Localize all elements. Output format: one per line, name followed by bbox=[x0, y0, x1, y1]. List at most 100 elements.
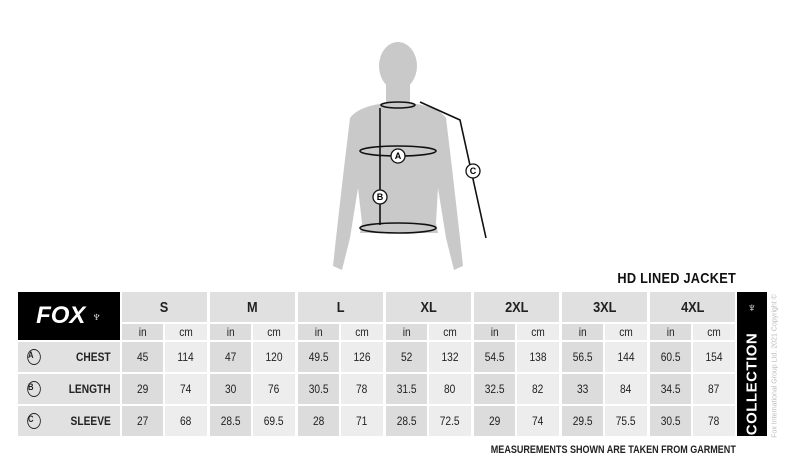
value-cell: 52 bbox=[386, 342, 427, 372]
row-label: A CHEST bbox=[18, 342, 120, 372]
value-cell-text: 126 bbox=[353, 350, 371, 364]
size-header-text: S bbox=[160, 298, 169, 316]
marker-circle: B bbox=[27, 381, 41, 397]
unit-cm-header: cm bbox=[253, 324, 295, 340]
size-header-text: 2XL bbox=[504, 298, 529, 316]
size-header-text: M bbox=[247, 298, 258, 316]
value-cell: 28 bbox=[298, 406, 339, 436]
value-cell-text: 60.5 bbox=[660, 350, 681, 364]
value-cell-text: 52 bbox=[400, 350, 413, 364]
unit-cm-header-text: cm bbox=[619, 325, 633, 339]
brand-text: FOX bbox=[36, 302, 86, 329]
unit-in-header-text: in bbox=[226, 325, 235, 339]
value-cell-text: 87 bbox=[708, 382, 720, 396]
row-label: B LENGTH bbox=[18, 374, 120, 404]
collection-label: COLLECTION bbox=[743, 332, 761, 436]
value-cell-text: 32.5 bbox=[484, 382, 505, 396]
value-cell-text: 29.5 bbox=[572, 414, 593, 428]
value-cell: 29 bbox=[122, 374, 163, 404]
size-header-text: 3XL bbox=[592, 298, 617, 316]
value-cell: 87 bbox=[693, 374, 735, 404]
value-cell: 138 bbox=[517, 342, 559, 372]
value-cell-text: 72.5 bbox=[440, 414, 460, 428]
value-cell-text: 28.5 bbox=[220, 414, 241, 428]
unit-in-header: in bbox=[298, 324, 339, 340]
value-cell: 69.5 bbox=[253, 406, 295, 436]
value-cell-text: 54.5 bbox=[484, 350, 505, 364]
value-cell: 80 bbox=[429, 374, 471, 404]
value-cell-text: 31.5 bbox=[396, 382, 417, 396]
value-cell-text: 33 bbox=[576, 382, 589, 396]
product-title: HD LINED JACKET bbox=[617, 270, 736, 287]
value-cell-text: 132 bbox=[441, 350, 459, 364]
value-cell: 72.5 bbox=[429, 406, 471, 436]
value-cell: 49.5 bbox=[298, 342, 339, 372]
value-cell: 126 bbox=[341, 342, 383, 372]
value-cell-text: 114 bbox=[177, 350, 195, 364]
unit-in-header: in bbox=[210, 324, 251, 340]
marker-circle: C bbox=[27, 413, 41, 429]
unit-cm-header: cm bbox=[605, 324, 647, 340]
value-cell-text: 138 bbox=[529, 350, 547, 364]
size-header-text: XL bbox=[420, 298, 437, 316]
value-cell-text: 29 bbox=[136, 382, 149, 396]
value-cell: 75.5 bbox=[605, 406, 647, 436]
value-cell: 30.5 bbox=[650, 406, 691, 436]
copyright-text: Fox International Group Ltd. 2021 Copyri… bbox=[771, 294, 779, 438]
unit-in-header: in bbox=[650, 324, 691, 340]
unit-in-header: in bbox=[562, 324, 603, 340]
value-cell-text: 28 bbox=[312, 414, 325, 428]
marker-c: C bbox=[470, 166, 477, 176]
unit-cm-header-text: cm bbox=[179, 325, 193, 339]
size-header: 2XL bbox=[474, 292, 559, 322]
value-cell: 45 bbox=[122, 342, 163, 372]
value-cell: 28.5 bbox=[210, 406, 251, 436]
value-cell: 27 bbox=[122, 406, 163, 436]
unit-in-header-text: in bbox=[402, 325, 411, 339]
unit-in-header: in bbox=[474, 324, 515, 340]
value-cell-text: 76 bbox=[268, 382, 280, 396]
value-cell: 78 bbox=[693, 406, 735, 436]
value-cell-text: 74 bbox=[532, 414, 544, 428]
value-cell-text: 144 bbox=[617, 350, 635, 364]
value-cell: 28.5 bbox=[386, 406, 427, 436]
value-cell: 29.5 bbox=[562, 406, 603, 436]
value-cell-text: 47 bbox=[224, 350, 237, 364]
value-cell-text: 84 bbox=[620, 382, 632, 396]
value-cell: 154 bbox=[693, 342, 735, 372]
value-cell: 34.5 bbox=[650, 374, 691, 404]
unit-in-header-text: in bbox=[578, 325, 587, 339]
unit-cm-header-text: cm bbox=[707, 325, 721, 339]
body-measurement-figure: A B C bbox=[333, 42, 487, 270]
value-cell: 120 bbox=[253, 342, 295, 372]
value-cell: 30.5 bbox=[298, 374, 339, 404]
unit-in-header: in bbox=[122, 324, 163, 340]
marker-circle: A bbox=[27, 349, 41, 365]
unit-cm-header-text: cm bbox=[443, 325, 457, 339]
value-cell: 31.5 bbox=[386, 374, 427, 404]
unit-in-header: in bbox=[386, 324, 427, 340]
value-cell: 30 bbox=[210, 374, 251, 404]
fox-head-icon: ♆ bbox=[91, 308, 102, 324]
value-cell: 54.5 bbox=[474, 342, 515, 372]
size-header: 4XL bbox=[650, 292, 735, 322]
value-cell-text: 49.5 bbox=[308, 350, 329, 364]
value-cell-text: 78 bbox=[356, 382, 368, 396]
value-cell: 132 bbox=[429, 342, 471, 372]
measurement-name: SLEEVE bbox=[70, 414, 111, 428]
value-cell-text: 34.5 bbox=[660, 382, 681, 396]
value-cell-text: 29 bbox=[488, 414, 501, 428]
value-cell: 47 bbox=[210, 342, 251, 372]
value-cell-text: 75.5 bbox=[616, 414, 636, 428]
value-cell-text: 30.5 bbox=[308, 382, 329, 396]
unit-cm-header: cm bbox=[693, 324, 735, 340]
size-header: M bbox=[210, 292, 295, 322]
value-cell-text: 45 bbox=[136, 350, 149, 364]
fox-logo: FOX ♆ bbox=[18, 292, 120, 340]
value-cell: 32.5 bbox=[474, 374, 515, 404]
value-cell-text: 27 bbox=[136, 414, 149, 428]
size-header: L bbox=[298, 292, 383, 322]
value-cell-text: 154 bbox=[705, 350, 723, 364]
value-cell: 78 bbox=[341, 374, 383, 404]
unit-cm-header: cm bbox=[517, 324, 559, 340]
